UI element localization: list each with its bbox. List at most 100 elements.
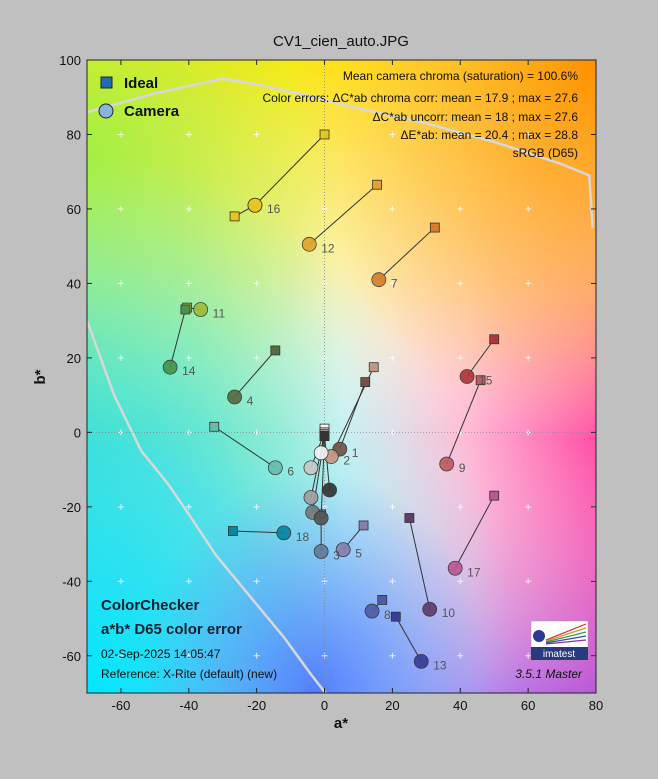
camera-marker	[267, 460, 283, 476]
camera-marker	[439, 456, 455, 472]
patch-label: 10	[442, 606, 456, 620]
patch-label: 1	[352, 446, 359, 460]
grid-plus	[185, 652, 192, 659]
error-line	[466, 338, 495, 377]
info-panel: ColorChecker a*b* D65 color error 02-Sep…	[101, 597, 583, 681]
gamut-line-lower	[87, 320, 328, 693]
grid-plus	[117, 205, 124, 212]
camera-marker	[247, 197, 263, 213]
grid-plus	[185, 280, 192, 287]
patch-label: 6	[287, 465, 294, 479]
srgb-gamut-boundary	[87, 77, 594, 693]
camera-marker	[371, 272, 387, 288]
legend: Ideal Camera	[98, 75, 180, 120]
y-tick-label: -40	[62, 574, 81, 589]
ideal-marker	[319, 129, 330, 140]
grid-plus	[185, 131, 192, 138]
y-tick-label: -20	[62, 500, 81, 515]
chart-title: CV1_cien_auto.JPG	[273, 33, 409, 50]
x-tick-label: 60	[521, 698, 535, 713]
grid-plus	[525, 652, 532, 659]
ideal-marker	[377, 595, 388, 605]
grid-plus	[253, 503, 260, 510]
ideal-marker	[372, 179, 383, 190]
grid-plus	[117, 578, 124, 585]
imatest-logo: imatest	[530, 620, 589, 661]
stat-chroma-uncorr: ΔC*ab uncorr: mean = 18 ; max = 27.6	[373, 110, 579, 124]
ideal-marker	[368, 362, 379, 373]
grid-plus	[389, 354, 396, 361]
gamut-line-upper	[87, 77, 594, 228]
y-tick-label: 100	[59, 53, 81, 68]
error-line	[454, 495, 495, 569]
grid-plus	[185, 354, 192, 361]
error-line	[234, 350, 276, 398]
y-axis-label: b*	[32, 369, 49, 384]
error-line	[254, 134, 325, 206]
plot-background	[87, 60, 596, 693]
grid-plus	[117, 354, 124, 361]
patch-label: 7	[391, 277, 398, 291]
camera-marker	[335, 542, 351, 558]
grid-plus	[117, 652, 124, 659]
stats-panel: Mean camera chroma (saturation) = 100.6%…	[263, 69, 579, 160]
ideal-marker	[390, 611, 401, 622]
grid-plus	[253, 578, 260, 585]
info-reference: Reference: X-Rite (default) (new)	[101, 667, 277, 681]
error-line	[395, 616, 422, 662]
error-line	[378, 227, 436, 281]
ideal-marker	[360, 377, 371, 387]
plot-frame	[86, 59, 597, 694]
grid-plus	[253, 280, 260, 287]
grid-plus	[389, 280, 396, 287]
grid-plus	[525, 354, 532, 361]
x-tick-label: 0	[321, 698, 328, 713]
grid-plus	[185, 578, 192, 585]
grid-plus	[117, 131, 124, 138]
x-tick-label: 40	[453, 698, 467, 713]
patch-label: 4	[247, 394, 254, 408]
grid-plus	[253, 131, 260, 138]
camera-marker	[413, 653, 429, 669]
info-title: ColorChecker	[101, 597, 200, 614]
error-line	[213, 426, 276, 469]
grid-plus	[457, 354, 464, 361]
camera-marker	[422, 601, 438, 617]
grid-plus	[389, 131, 396, 138]
patch-label: 2	[343, 454, 350, 468]
ideal-marker	[429, 222, 440, 233]
patch-label: 14	[182, 364, 196, 378]
x-tick-label: -40	[179, 698, 198, 713]
x-axis-label: a*	[334, 715, 348, 732]
y-tick-label: 0	[74, 425, 81, 440]
y-tick-label: 40	[67, 276, 81, 291]
patch-label: 16	[267, 202, 281, 216]
ideal-marker	[319, 431, 330, 441]
stat-chroma-corr: Color errors: ΔC*ab chroma corr: mean = …	[263, 91, 579, 105]
legend-camera-marker	[98, 103, 114, 119]
grid-plus	[457, 280, 464, 287]
grid-plus	[185, 205, 192, 212]
ideal-marker	[489, 334, 500, 345]
ideal-marker	[358, 520, 369, 531]
grid-plus	[525, 131, 532, 138]
x-tick-label: -20	[247, 698, 266, 713]
ideal-marker	[180, 304, 191, 315]
grid-plus	[457, 578, 464, 585]
x-tick-label: 20	[385, 698, 399, 713]
camera-marker	[227, 389, 243, 405]
grid-plus	[525, 280, 532, 287]
origin-crosshair	[87, 60, 596, 693]
grid-plus	[389, 205, 396, 212]
y-tick-label: 20	[67, 351, 81, 366]
camera-marker	[313, 544, 329, 559]
grid-plus	[457, 503, 464, 510]
grid-plus	[117, 503, 124, 510]
camera-marker	[193, 302, 209, 317]
patch-label: 12	[321, 241, 335, 255]
patch-label: 5	[355, 547, 362, 561]
legend-ideal-marker	[100, 76, 113, 89]
grid-plus	[525, 205, 532, 212]
grid-plus	[525, 503, 532, 510]
camera-marker	[301, 236, 317, 252]
